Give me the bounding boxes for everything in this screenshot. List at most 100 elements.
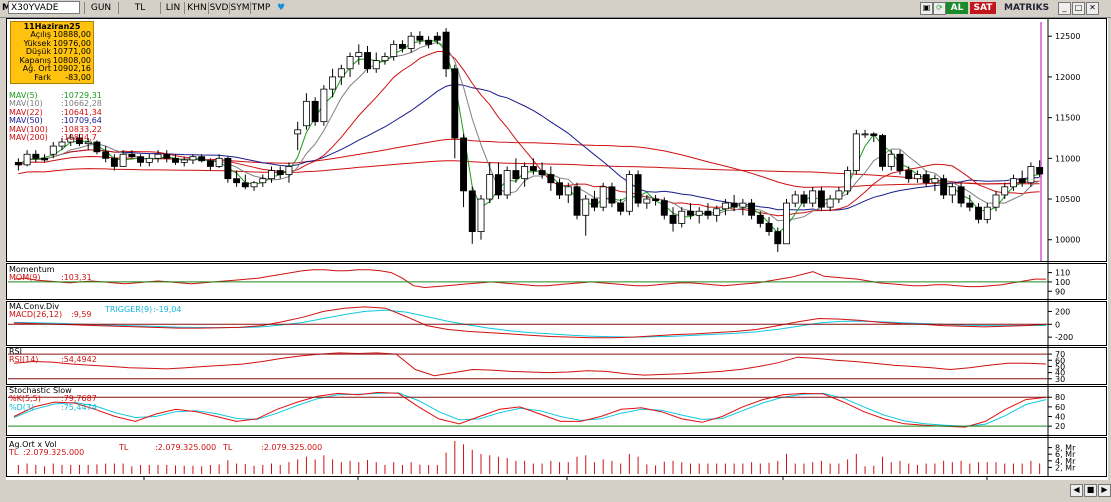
candle-body [1036,167,1044,175]
macd-title: MA.Conv.Div [9,302,60,311]
legend-name: MOM(9) [9,273,41,283]
panel-frame-mom [6,263,1107,300]
candle-body [704,210,712,216]
candle-body [119,153,127,167]
scroll-right-icon[interactable]: ▶ [1098,484,1111,497]
info-row: Yüksek 10976,00 [11,38,93,49]
candle-body [14,161,22,166]
x-tick-label: Nis25 [569,479,592,480]
chart-area[interactable]: 12500 12000 11500 11000 10500 10000 110 100 90 20… [6,18,1108,488]
candle-body [276,170,284,175]
minimize-icon[interactable]: _ [1058,2,1071,15]
ma100-line [18,138,1040,188]
candle-body [84,141,92,145]
info-value: 10888,00 [52,30,91,39]
legend-value: :75,4474 [61,402,97,412]
legend-value: :9,59 [71,310,92,320]
buy-button[interactable]: AL [946,2,968,14]
candle-body [215,157,223,167]
panel-frame-vol [6,437,1107,477]
candle-body [172,157,179,163]
zoom-icon[interactable]: ■ [1084,484,1097,497]
stoch-k-line [13,391,1047,428]
candle-body [285,166,293,175]
period-button[interactable]: GUN [90,3,112,13]
refresh-icon[interactable]: ⟳ [933,2,946,15]
candle-body [58,141,66,147]
macd-value-row: MACD(26,12) :9,59 TRIGGER(9) :-19,04 [9,305,181,320]
ma50-line [18,83,1040,212]
candle-body [163,153,171,159]
info-row: Fark -83,00 [11,72,93,83]
ma22-line [18,51,1040,217]
volume-legend: Ag.Ort x Vol TL :2.079.325.000 TL :2.079… [9,440,322,458]
candle-body [791,194,799,204]
settings-icon[interactable]: ▣ [920,2,933,15]
stoch-tick-label: 80 [1055,393,1065,402]
stoch-d-row: %D(3):75,4474 [9,402,97,412]
candle-body [372,60,380,70]
panel-frame-price [6,18,1107,262]
legend-name: RSI(14) [9,355,39,365]
sym-button[interactable]: SYM [230,3,250,13]
menu-prefix[interactable]: M [2,3,11,13]
candle-body [529,166,537,171]
legend-ma100: MAV(100):10833,22 [9,125,102,134]
legend-ma200: MAV(200):10824,7 [9,133,102,143]
legend-value: :10824,7 [61,133,97,143]
info-label: Fark [34,72,51,82]
candle-body [198,156,206,162]
candle-body [800,194,808,204]
candle-body [975,206,982,220]
candle-body [687,210,694,216]
maximize-icon[interactable]: □ [1072,2,1085,15]
twitter-icon[interactable]: ♥ [276,3,286,13]
ohlc-info-box: 11Haziran25 Açılış 10888,00 Yüksek 10976,0… [10,21,94,84]
candle-body [660,200,668,216]
rsi-value-row: RSI(14):54,4942 [9,355,97,365]
legend-name: MAV(5) [9,91,38,100]
candle-body [669,214,677,224]
candle-body [765,223,773,232]
legend-value: :10729,31 [61,91,102,100]
momentum-tick-label: 90 [1055,287,1065,296]
candle-body [468,190,476,232]
currency-button[interactable]: TL [134,3,146,13]
symbol-input[interactable]: X30YVADE [8,1,80,14]
sell-button[interactable]: SAT [970,2,996,14]
candle-body [905,170,913,180]
candle-body [381,56,389,62]
macd-line [13,306,1047,339]
scroll-left-icon[interactable]: ◀ [1070,484,1083,497]
tmp-button[interactable]: TMP [251,3,271,13]
x-tick-label: Mar25 [360,479,385,480]
candle-body [617,202,625,212]
candle-body [739,202,747,208]
info-value: 10976,00 [52,38,91,48]
legend-ma50: MAV(50):10709,64 [9,116,102,126]
panel-frame-macd [6,301,1107,346]
legend-value: :10709,64 [61,116,102,126]
candle-body [756,214,764,224]
info-value: -83,00 [65,72,91,82]
volume-value: :2.079.325.000 [155,443,217,453]
candle-body [486,174,494,200]
candle-body [608,186,616,204]
candle-body [940,178,948,196]
rsi-line [13,352,1047,377]
macd-tick-label: 0 [1055,320,1060,329]
stoch-k-row: %K(5,5):79,7687 [9,394,97,403]
linear-button[interactable]: LIN [165,3,181,13]
info-label: Yüksek [23,38,51,48]
candle-body [913,174,921,180]
svd-button[interactable]: SVD [209,3,229,13]
close-icon[interactable]: ✕ [1086,2,1099,15]
candle-body [896,153,904,171]
momentum-title: Momentum [9,265,55,274]
candle-body [451,68,459,139]
candle-body [67,137,75,143]
legend-value: :10662,28 [61,99,102,109]
candle-body [861,133,869,136]
khn-button[interactable]: KHN [187,3,207,13]
